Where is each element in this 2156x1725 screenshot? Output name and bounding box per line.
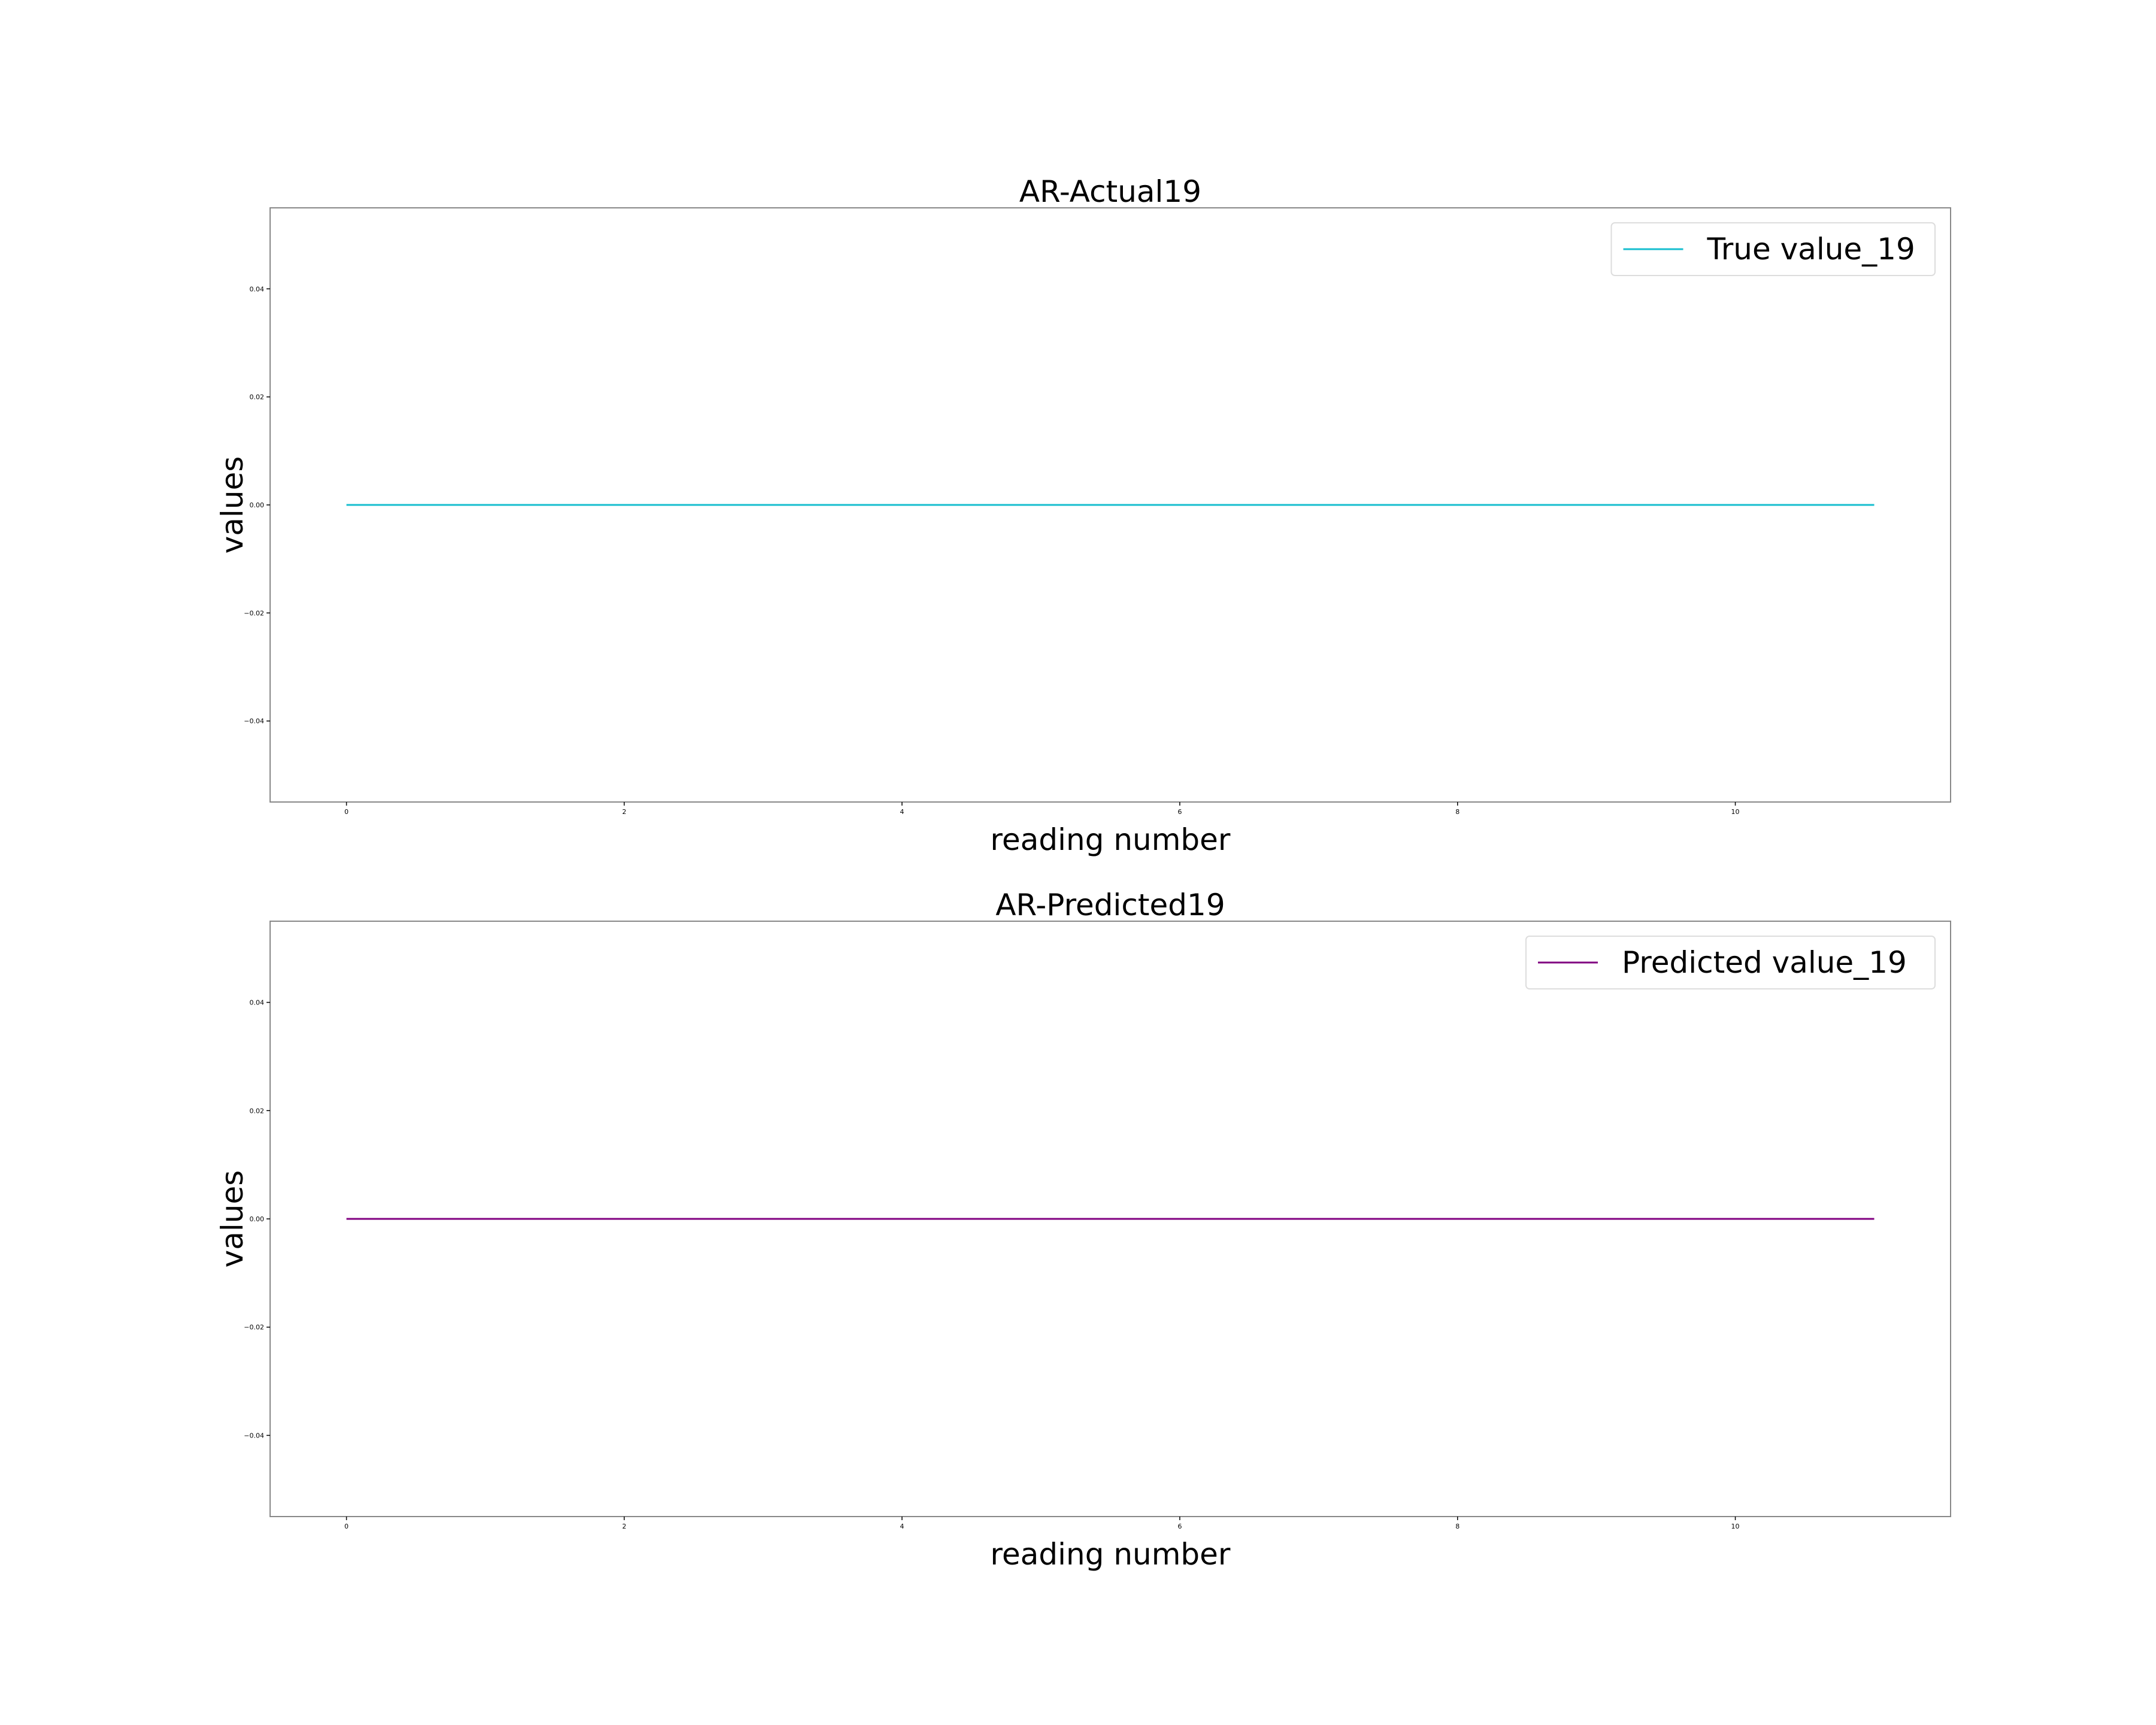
x-tick-label: 2 — [622, 808, 626, 816]
y-tick-label: 0.00 — [250, 1215, 265, 1223]
x-tick-label: 10 — [1731, 808, 1740, 816]
x-tick-label: 4 — [900, 808, 904, 816]
x-tick-label: 4 — [900, 1523, 904, 1530]
x-tick-label: 8 — [1455, 1523, 1459, 1530]
x-axis-label: reading number — [991, 1537, 1231, 1572]
chart-predicted: AR-Predicted19 0 2 4 6 8 10 0.04 0.02 0.00 −0.02 −0… — [215, 888, 1951, 1572]
legend-label: True value_19 — [1707, 232, 1915, 267]
legend-label: Predicted value_19 — [1622, 945, 1907, 980]
x-axis-label: reading number — [991, 822, 1231, 857]
y-tick-label: 0.04 — [250, 999, 265, 1007]
x-tick-label: 2 — [622, 1523, 626, 1530]
legend-box — [1610, 222, 1936, 276]
x-tick-label: 6 — [1177, 808, 1182, 816]
x-tick-label: 8 — [1455, 808, 1459, 816]
legend-box — [1525, 936, 1936, 989]
x-tick-label: 6 — [1177, 1523, 1182, 1530]
chart-actual: AR-Actual19 0 2 4 6 8 10 0.04 0.02 0.00 −0.02 −0.04… — [215, 174, 1951, 857]
y-tick-label: −0.02 — [244, 609, 264, 617]
y-axis-label: values — [215, 1170, 250, 1268]
chart-title: AR-Actual19 — [1019, 174, 1201, 209]
y-tick-label: −0.02 — [244, 1324, 264, 1331]
y-axis-label: values — [215, 456, 250, 554]
y-tick-label: 0.02 — [250, 394, 265, 401]
y-tick-label: −0.04 — [244, 718, 264, 725]
x-tick-label: 10 — [1731, 1523, 1740, 1530]
x-tick-label: 0 — [344, 808, 349, 816]
y-tick-label: −0.04 — [244, 1432, 264, 1439]
y-tick-label: 0.02 — [250, 1107, 265, 1115]
chart-title: AR-Predicted19 — [995, 888, 1225, 922]
y-tick-label: 0.04 — [250, 285, 265, 293]
y-tick-label: 0.00 — [250, 501, 265, 509]
x-tick-label: 0 — [344, 1523, 349, 1530]
